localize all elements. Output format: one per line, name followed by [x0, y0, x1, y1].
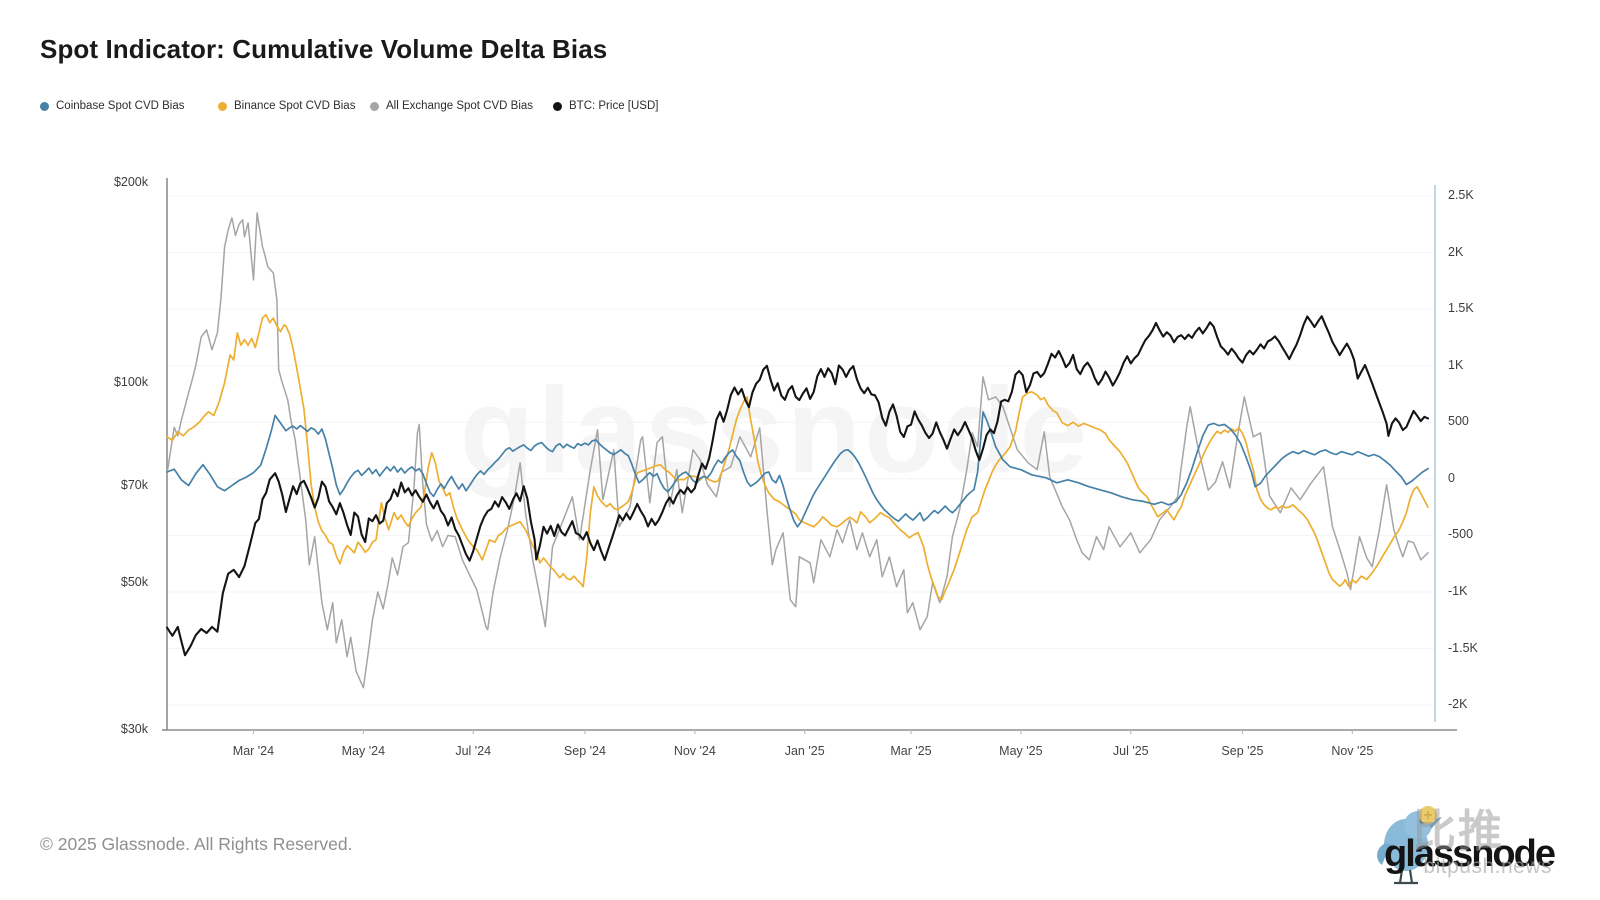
x-axis-tick-label: May '24 — [341, 744, 386, 758]
x-axis-tick-label: Nov '24 — [673, 744, 716, 758]
legend-label: BTC: Price [USD] — [569, 100, 659, 112]
y-right-tick-label: 2K — [1448, 244, 1464, 259]
x-axis-tick-label: Jan '25 — [784, 744, 825, 758]
footer-copyright: © 2025 Glassnode. All Rights Reserved. — [40, 834, 353, 854]
x-axis-tick-label: Nov '25 — [1331, 744, 1374, 758]
y-left-tick-label: $70k — [120, 477, 148, 492]
x-axis-tick-label: Mar '25 — [890, 744, 932, 758]
legend-item-binance[interactable]: Binance Spot CVD Bias — [218, 100, 355, 112]
legend-dot-icon — [553, 101, 562, 111]
glassnode-logo: glassnode — [1384, 833, 1556, 875]
legend-item-coinbase[interactable]: Coinbase Spot CVD Bias — [40, 100, 184, 112]
y-left-tick-label: $30k — [120, 722, 148, 737]
y-right-tick-label: -1K — [1448, 583, 1468, 598]
y-right-tick-label: 1K — [1448, 357, 1464, 372]
y-right-tick-label: 0 — [1448, 470, 1455, 485]
series-line-coinbase — [166, 411, 1429, 528]
bitpush-watermark-domain: bitpush.news — [1423, 855, 1552, 878]
y-left-tick-label: $200k — [113, 175, 148, 189]
legend-label: Binance Spot CVD Bias — [234, 100, 356, 112]
legend: Coinbase Spot CVD Bias Binance Spot CVD B… — [0, 100, 1600, 116]
y-left-tick-label: $100k — [113, 374, 148, 389]
legend-label: All Exchange Spot CVD Bias — [386, 100, 534, 112]
legend-item-btc-price[interactable]: BTC: Price [USD] — [553, 100, 658, 112]
y-right-tick-label: -2K — [1448, 697, 1468, 712]
x-axis-tick-label: Sep '24 — [563, 744, 606, 758]
legend-label: Coinbase Spot CVD Bias — [56, 100, 185, 112]
x-axis-tick-label: Sep '25 — [1221, 744, 1264, 758]
y-left-tick-label: $50k — [120, 574, 148, 589]
x-axis-tick-label: Jul '24 — [455, 744, 492, 758]
x-axis-tick-label: Jul '25 — [1112, 744, 1149, 758]
page-title: Spot Indicator: Cumulative Volume Delta … — [40, 34, 608, 64]
y-right-tick-label: -1.5K — [1448, 640, 1478, 655]
bitpush-watermark-cn: 比推 — [1412, 807, 1504, 856]
bitpush-bird-icon — [1377, 806, 1442, 885]
series-line-all-exchange — [166, 212, 1429, 689]
brand-area: glassnode 比推 bitpush.news — [1302, 795, 1562, 885]
y-right-tick-label: -500 — [1448, 527, 1474, 542]
x-axis-tick-label: Mar '24 — [232, 744, 275, 758]
y-right-tick-label: 1.5K — [1448, 301, 1474, 316]
y-right-tick-label: 2.5K — [1448, 187, 1474, 202]
y-right-tick-label: 500 — [1448, 414, 1469, 429]
legend-dot-icon — [218, 101, 227, 111]
legend-dot-icon — [370, 101, 379, 111]
legend-item-all-exchange[interactable]: All Exchange Spot CVD Bias — [370, 100, 533, 112]
series-line-btc-price — [165, 315, 1430, 657]
legend-dot-icon — [40, 101, 49, 111]
x-axis-tick-label: May '25 — [999, 744, 1043, 758]
